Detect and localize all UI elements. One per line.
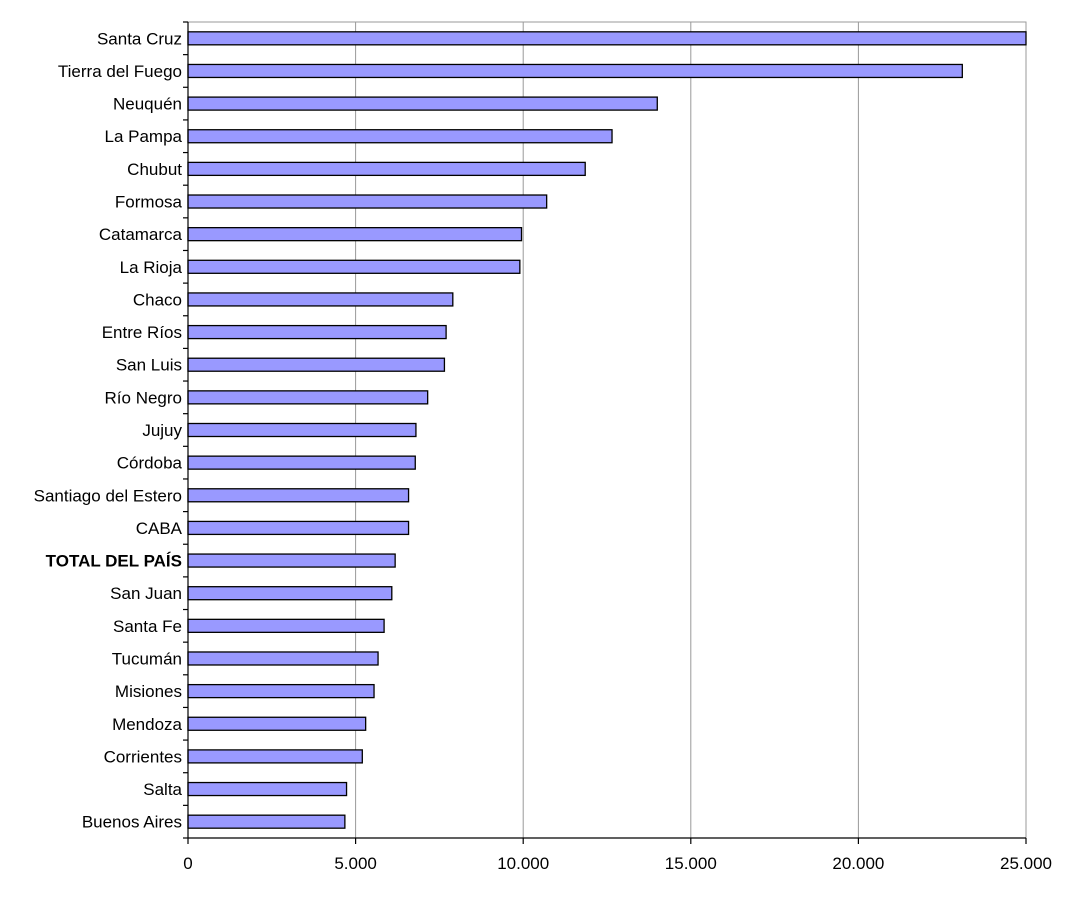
bar <box>187 618 385 633</box>
bar <box>187 781 348 797</box>
category-label: Santa Fe <box>113 617 182 636</box>
bar <box>187 357 446 372</box>
category-label: Santa Cruz <box>97 29 182 48</box>
bar <box>187 683 375 699</box>
bar <box>187 324 447 340</box>
category-label: La Rioja <box>120 258 183 277</box>
category-label: Río Negro <box>105 388 182 407</box>
bar <box>187 31 1027 46</box>
x-axis <box>187 837 1027 844</box>
bar <box>187 553 396 568</box>
category-label: Formosa <box>115 193 183 212</box>
bar <box>187 422 417 438</box>
bar <box>187 716 367 731</box>
category-label: Entre Ríos <box>102 323 182 342</box>
bar <box>187 96 658 111</box>
category-label: Chaco <box>133 290 182 309</box>
bar <box>187 292 454 307</box>
category-label: Corrientes <box>104 747 182 766</box>
bar <box>187 455 416 470</box>
x-tick-label: 15.000 <box>665 854 717 873</box>
category-labels: Santa Cruz Tierra del Fuego Neuquén La Pamp… <box>34 29 183 831</box>
bar <box>187 129 613 144</box>
gridlines <box>355 22 1027 838</box>
bar <box>187 814 346 829</box>
category-label: San Luis <box>116 356 182 375</box>
bar <box>187 586 393 601</box>
y-axis <box>183 21 189 839</box>
bar <box>187 259 521 274</box>
category-label: Buenos Aires <box>82 813 182 832</box>
bar <box>187 749 363 764</box>
x-tick-label: 0 <box>183 854 192 873</box>
bar <box>187 651 379 666</box>
category-label: Neuquén <box>113 95 182 114</box>
bar <box>187 390 429 405</box>
category-label: TOTAL DEL PAÍS <box>46 552 182 571</box>
bars <box>187 31 1027 829</box>
category-label: Misiones <box>115 682 182 701</box>
bar <box>187 194 548 209</box>
category-label: Chubut <box>127 160 182 179</box>
bar <box>187 520 410 536</box>
category-label: Salta <box>143 780 182 799</box>
category-label: Córdoba <box>117 454 183 473</box>
x-tick-label: 10.000 <box>497 854 549 873</box>
x-tick-label: 20.000 <box>832 854 884 873</box>
bar <box>187 161 586 177</box>
bar <box>187 63 963 79</box>
x-tick-label: 25.000 <box>1000 854 1052 873</box>
bar <box>187 488 410 503</box>
x-tick-label: 5.000 <box>334 854 377 873</box>
category-label: Tierra del Fuego <box>58 62 182 81</box>
category-label: Santiago del Estero <box>34 486 182 505</box>
x-tick-labels: 0 5.000 10.000 15.000 20.000 25.000 <box>183 854 1052 873</box>
category-label: Jujuy <box>142 421 182 440</box>
category-label: CABA <box>136 519 183 538</box>
category-label: San Juan <box>110 584 182 603</box>
category-label: La Pampa <box>105 127 183 146</box>
bar <box>187 227 523 242</box>
category-label: Mendoza <box>112 715 182 734</box>
category-label: Tucumán <box>112 649 182 668</box>
category-label: Catamarca <box>99 225 183 244</box>
